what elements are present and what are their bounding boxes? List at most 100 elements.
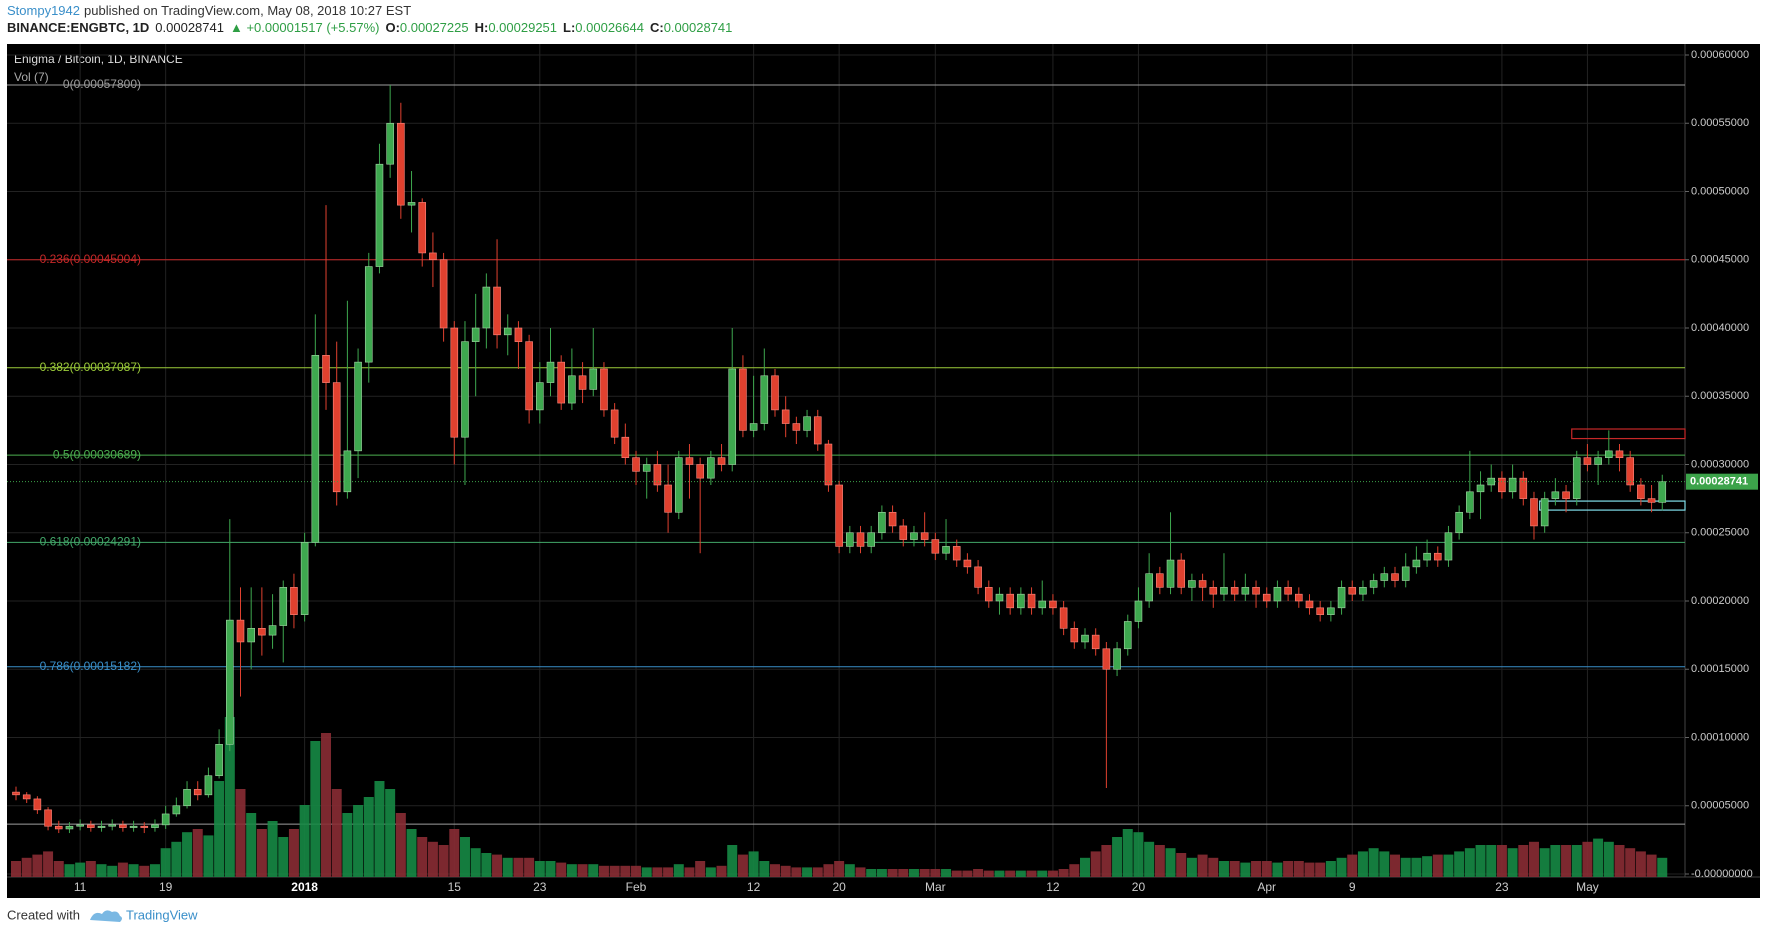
- volume-bar: [1101, 845, 1112, 877]
- volume-bar: [1454, 851, 1465, 877]
- candle-body: [503, 327, 512, 336]
- y-tick-label: -0.00000000: [1691, 868, 1753, 880]
- volume-bar: [406, 829, 417, 877]
- candle-body: [642, 464, 651, 472]
- volume-bar: [1614, 845, 1625, 877]
- candle-body: [995, 593, 1004, 602]
- volume-bar: [449, 829, 460, 877]
- volume-bar: [363, 797, 374, 877]
- candle-body: [1177, 559, 1186, 588]
- candle-body: [1070, 627, 1079, 643]
- volume-bar: [513, 857, 524, 877]
- candle-body: [1498, 477, 1506, 493]
- candle-body: [236, 619, 245, 643]
- author[interactable]: Stompy1942: [7, 3, 80, 18]
- volume-bar: [759, 861, 770, 877]
- candle-body: [65, 825, 74, 830]
- fib-label: 0.786(0.00015182): [40, 659, 141, 673]
- volume-bar: [288, 829, 299, 877]
- fib-label: 0.618(0.00024291): [40, 535, 141, 549]
- x-tick-label: 9: [1349, 880, 1356, 894]
- volume-bar: [1336, 857, 1347, 877]
- volume-bar: [342, 813, 353, 877]
- volume-bar: [1582, 841, 1593, 877]
- volume-bar: [737, 854, 748, 877]
- candle-body: [450, 327, 459, 438]
- candle-body: [856, 532, 865, 547]
- candle-body: [1091, 634, 1100, 650]
- candle-body: [1551, 491, 1560, 499]
- candle-body: [183, 789, 191, 807]
- volume-bar: [267, 821, 278, 877]
- candle-body: [1102, 648, 1111, 670]
- candle-body: [878, 511, 886, 534]
- candle-body: [536, 382, 544, 411]
- candle-body: [1134, 600, 1143, 622]
- candle-body: [589, 368, 598, 390]
- fib-label: 0.5(0.00030689): [53, 447, 141, 461]
- candle-body: [161, 813, 170, 826]
- candle-body: [674, 457, 683, 513]
- candle-body: [87, 824, 95, 828]
- y-tick-label: 0.00020000: [1691, 595, 1749, 607]
- candle-body: [140, 825, 149, 828]
- volume-bar: [214, 781, 225, 877]
- publish-line: Stompy1942 published on TradingView.com, …: [7, 3, 411, 18]
- volume-bar: [844, 864, 855, 877]
- candle-body: [717, 457, 726, 465]
- x-tick-label: May: [1576, 880, 1599, 894]
- change: ▲ +0.00001517 (+5.57%): [230, 20, 379, 35]
- volume-bar: [556, 862, 567, 877]
- volume-bar: [887, 869, 898, 877]
- candle-body: [568, 375, 576, 404]
- candle-body: [1615, 450, 1624, 458]
- y-tick-label: 0.00040000: [1691, 322, 1749, 334]
- volume-bar: [1133, 832, 1144, 877]
- high: 0.00029251: [488, 20, 557, 35]
- volume-bar: [962, 870, 973, 877]
- candle-body: [354, 361, 362, 452]
- volume-bar: [1165, 848, 1176, 877]
- candle-body: [974, 566, 982, 588]
- candle-body: [322, 354, 330, 383]
- open: 0.00027225: [400, 20, 469, 35]
- volume-bar: [224, 717, 235, 877]
- volume-bar: [1325, 861, 1336, 877]
- volume-bar: [117, 862, 128, 877]
- footer-brand[interactable]: TradingView: [126, 907, 198, 922]
- volume-bar: [1443, 854, 1454, 877]
- candle-body: [1380, 573, 1389, 581]
- y-tick-label: 0.00055000: [1691, 117, 1749, 129]
- candle-body: [952, 546, 961, 561]
- candle-body: [1455, 511, 1463, 534]
- candle-body: [1583, 457, 1592, 465]
- candle-body: [557, 361, 565, 404]
- volume-bar: [43, 851, 54, 877]
- candle-body: [1637, 484, 1645, 499]
- volume-bar: [1272, 862, 1283, 877]
- candle-body: [1006, 593, 1014, 609]
- volume-bar: [1539, 848, 1550, 877]
- candle-body: [910, 532, 918, 540]
- volume-bar: [182, 832, 193, 877]
- candle-body: [482, 286, 491, 329]
- volume-bar: [139, 865, 150, 877]
- candle-body: [108, 824, 117, 827]
- candle-body: [1156, 573, 1164, 588]
- volume-bar: [973, 869, 984, 877]
- volume-bar: [11, 861, 21, 877]
- candle-body: [439, 259, 448, 329]
- volume-bar: [855, 867, 866, 877]
- candle-body: [1273, 587, 1282, 602]
- volume-bar: [321, 733, 332, 877]
- volume-bar: [631, 865, 642, 877]
- candle-body: [1423, 552, 1431, 561]
- candle-body: [824, 443, 833, 486]
- candle-body: [461, 341, 469, 438]
- volume-bar: [459, 837, 470, 877]
- candle-body: [1305, 600, 1314, 609]
- volume-bar: [983, 870, 994, 877]
- candle-body: [12, 791, 20, 796]
- candle-body: [600, 368, 608, 411]
